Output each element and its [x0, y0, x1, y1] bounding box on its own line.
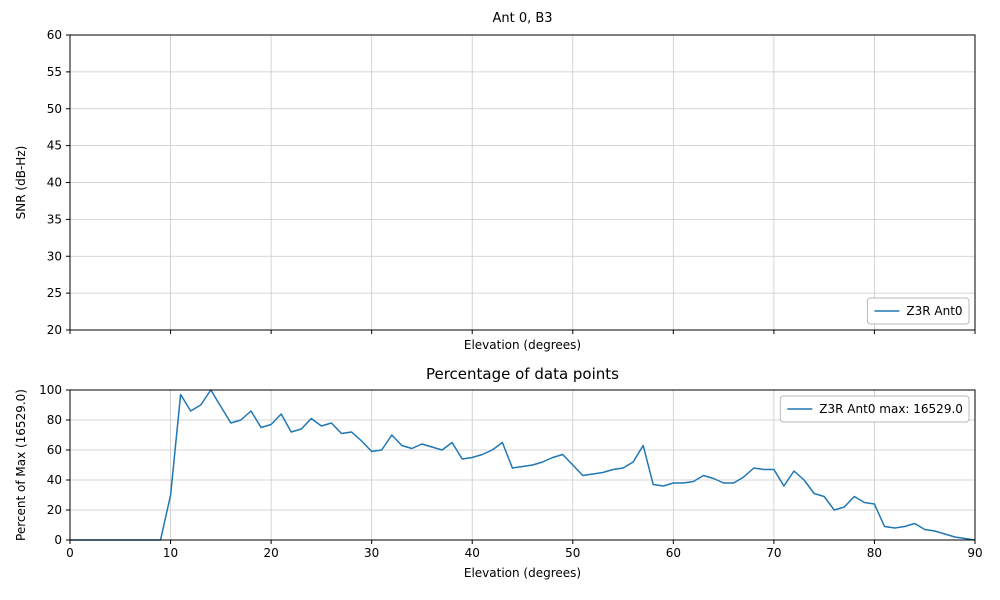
- y-tick-label: 0: [54, 533, 62, 547]
- percentage-chart-svg: 0 20 40 60 80 100 0 10 20 30 40 50 60 70 80 90 Percentag…: [14, 365, 983, 580]
- snr-chart: 20 25 30 35 40 45 50 55 60 Ant 0, B3 Elevation (de…: [14, 11, 976, 352]
- x-axis-label: Elevation (degrees): [464, 566, 581, 580]
- snr-chart-svg: 20 25 30 35 40 45 50 55 60 Ant 0, B3 Elevation (de…: [14, 11, 976, 352]
- x-tick-label: 30: [364, 546, 379, 560]
- x-tick-label: 90: [967, 546, 982, 560]
- data-line: [70, 389, 976, 541]
- y-tick-label: 20: [47, 323, 62, 337]
- y-tick-label: 40: [47, 176, 62, 190]
- x-tick-label: 60: [666, 546, 681, 560]
- y-tick-label: 55: [47, 65, 62, 79]
- chart-title: Ant 0, B3: [492, 11, 552, 26]
- y-tick-label: 50: [47, 102, 62, 116]
- y-tick-label: 100: [39, 383, 62, 397]
- legend-box: [866, 297, 970, 325]
- y-tick-label: 80: [47, 413, 62, 427]
- y-axis-label: Percent of Max (16529.0): [14, 389, 28, 541]
- legend-label: Z3R Ant0: [906, 304, 962, 318]
- y-tick-label: 35: [47, 212, 62, 226]
- y-tick-label: 60: [47, 443, 62, 457]
- x-tick-label: 50: [565, 546, 580, 560]
- x-tick-label: 80: [867, 546, 882, 560]
- x-tick-label: 70: [766, 546, 781, 560]
- x-tick-label: 10: [163, 546, 178, 560]
- plot-border: [69, 389, 976, 541]
- y-axis-label: SNR (dB-Hz): [14, 146, 28, 220]
- x-tick-label: 0: [66, 546, 74, 560]
- x-tick-label: 40: [465, 546, 480, 560]
- y-tick-label: 40: [47, 473, 62, 487]
- y-tick-label: 45: [47, 139, 62, 153]
- chart-title: Percentage of data points: [426, 365, 619, 383]
- y-tick-label: 20: [47, 503, 62, 517]
- percentage-chart: 0 20 40 60 80 100 0 10 20 30 40 50 60 70 80 90 Percentag…: [0, 355, 1000, 600]
- x-axis-label: Elevation (degrees): [464, 338, 581, 352]
- y-tick-label: 30: [47, 249, 62, 263]
- legend-box: [779, 395, 970, 423]
- y-tick-label: 60: [47, 28, 62, 42]
- y-tick-label: 25: [47, 286, 62, 300]
- legend-label: Z3R Ant0 max: 16529.0: [819, 402, 963, 416]
- x-tick-label: 20: [263, 546, 278, 560]
